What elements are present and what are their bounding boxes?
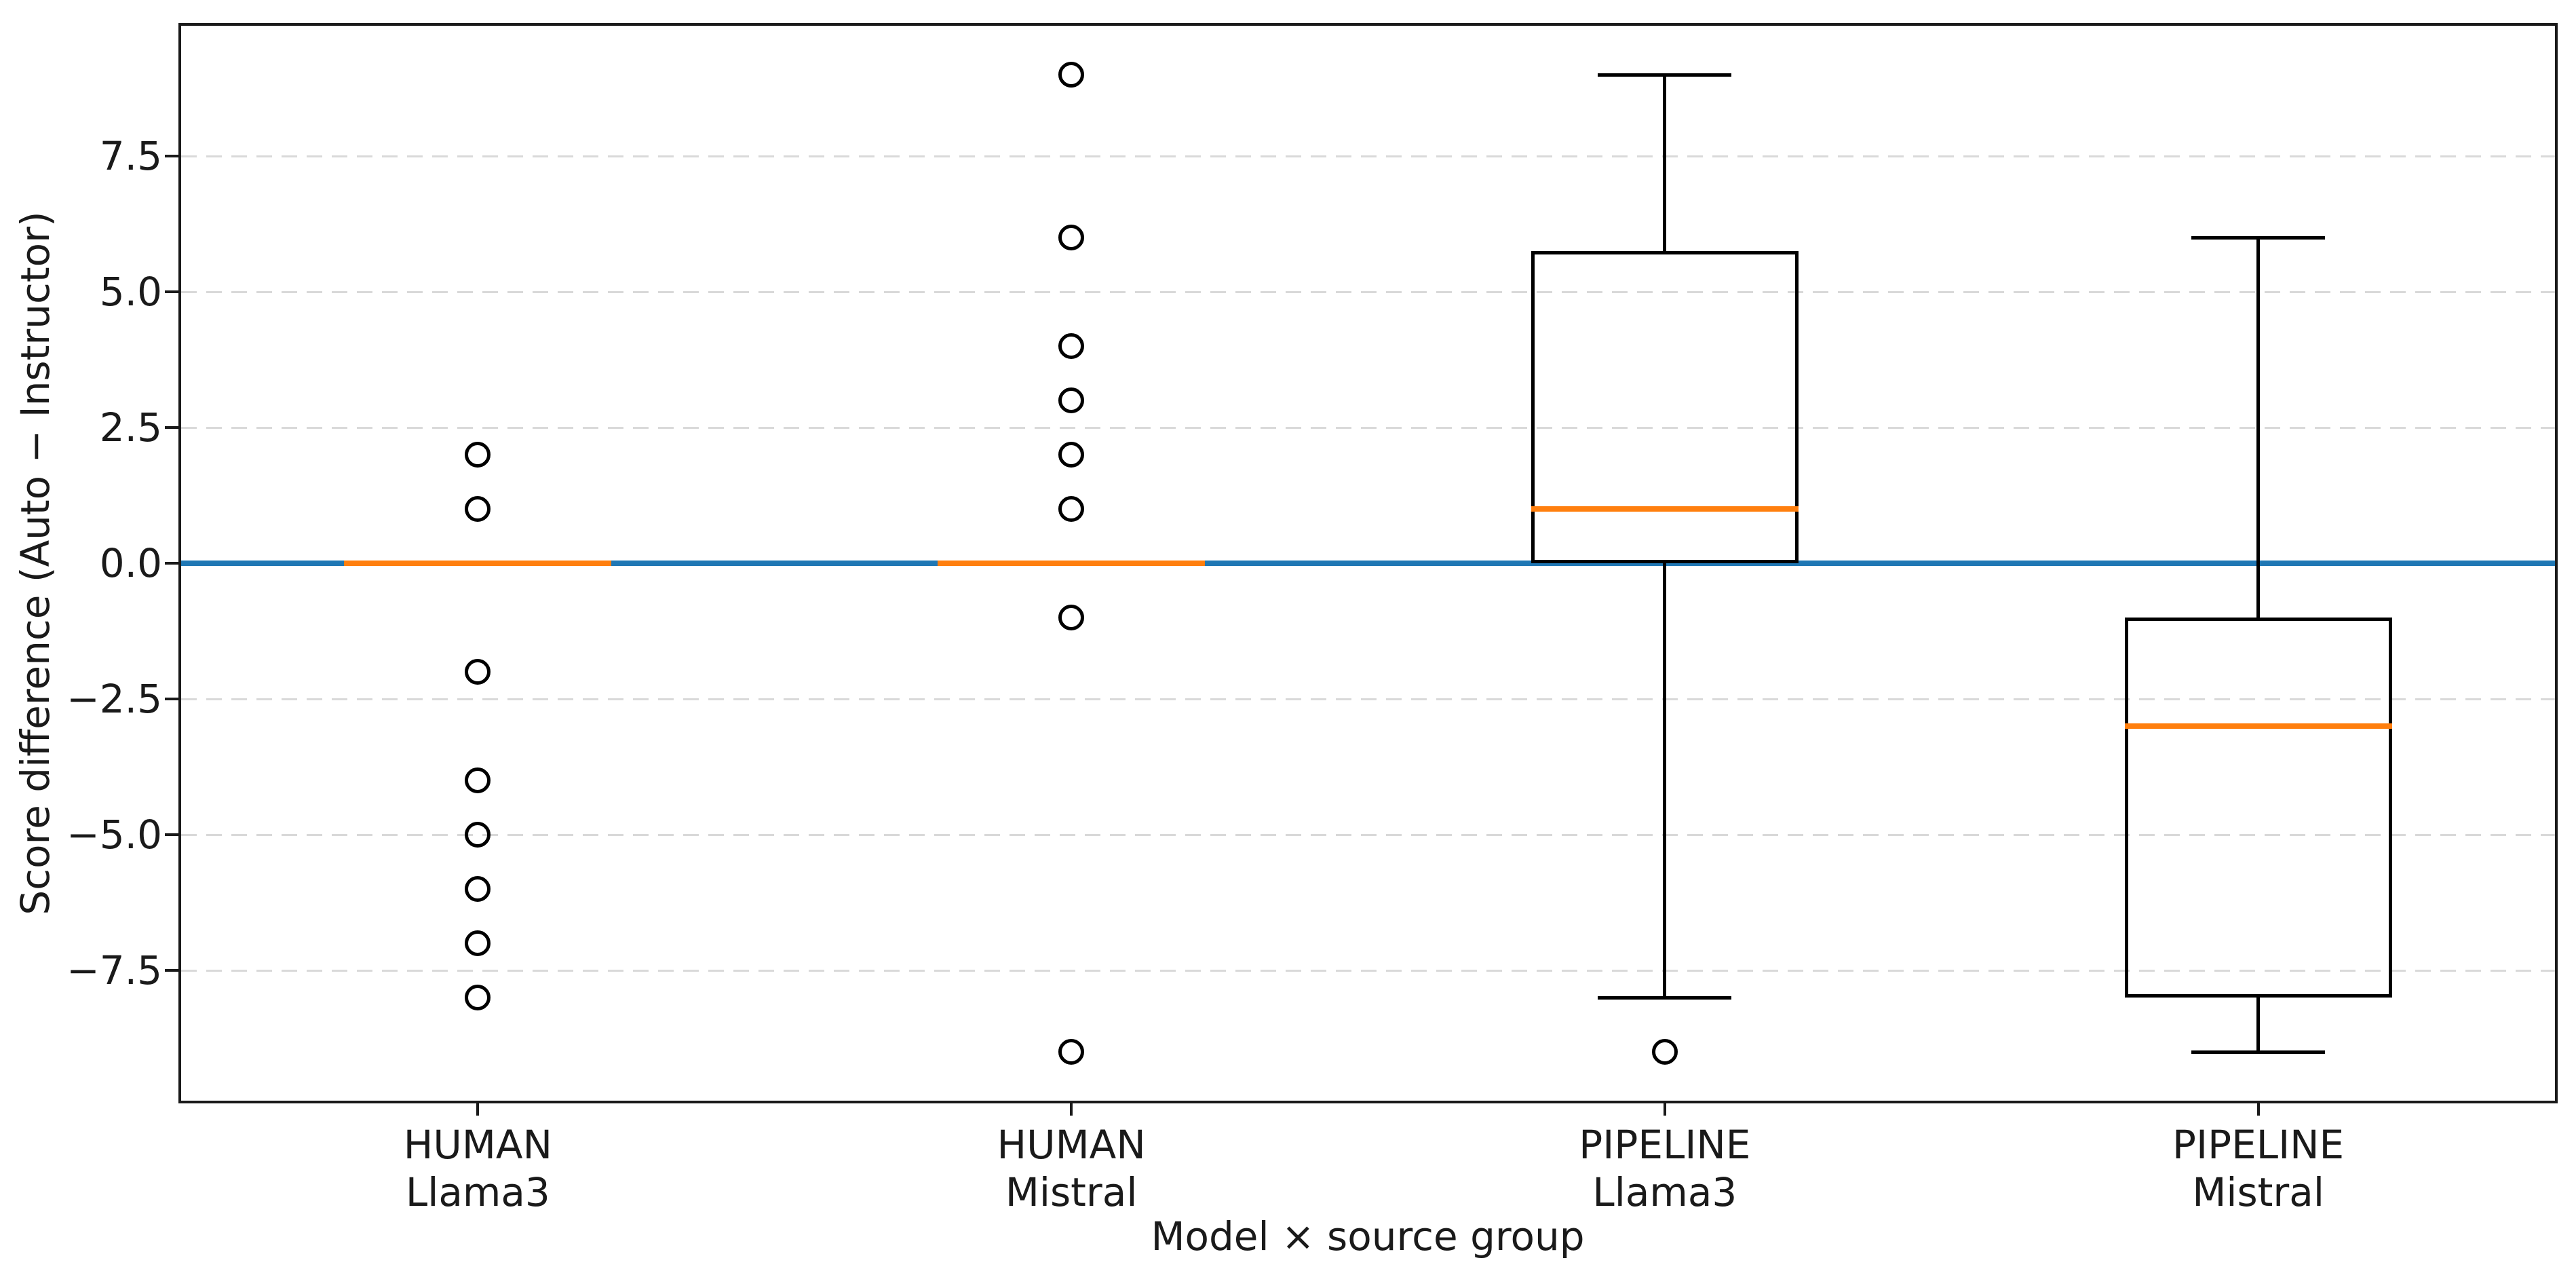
y-tick-label: −5.0 (66, 812, 162, 858)
y-tick-label: 2.5 (99, 404, 162, 451)
median-line-pipeline-llama3 (1531, 506, 1799, 512)
y-gridline (181, 155, 2555, 157)
y-tick (165, 698, 178, 700)
x-tick-label-line: PIPELINE (1579, 1122, 1751, 1168)
flier-point (465, 767, 491, 793)
y-gridline (181, 969, 2555, 972)
y-tick (165, 290, 178, 293)
x-axis-label: Model × source group (1151, 1213, 1585, 1259)
flier-point (1058, 62, 1085, 88)
box-pipeline-mistral (2124, 618, 2392, 998)
whisker-cap-lower (1598, 995, 1732, 1000)
whisker-upper (1663, 75, 1667, 251)
x-tick-label-line: HUMAN (997, 1122, 1146, 1168)
whisker-upper (2256, 238, 2261, 618)
whisker-cap-lower (2191, 1050, 2326, 1054)
y-gridline (181, 426, 2555, 429)
x-tick-label-pipeline-llama3: PIPELINE Llama3 (1475, 1121, 1855, 1216)
flier-point (1058, 387, 1085, 413)
x-tick-label-line: Mistral (1005, 1169, 1138, 1215)
x-tick-label-pipeline-mistral: PIPELINE Mistral (2069, 1121, 2448, 1216)
whisker-cap-upper (1598, 73, 1732, 77)
flier-point (1058, 225, 1085, 250)
flier-point (465, 822, 491, 848)
y-tick-label: 5.0 (99, 269, 162, 315)
y-gridline (181, 698, 2555, 700)
flier-point (465, 930, 491, 956)
flier-point (1058, 605, 1085, 630)
x-tick (476, 1103, 480, 1116)
flier-point (1058, 1039, 1085, 1065)
flier-point (1058, 442, 1085, 468)
x-tick-label-line: PIPELINE (2172, 1122, 2345, 1168)
y-axis-label: Score difference (Auto − Instructor) (12, 211, 58, 915)
x-tick (1663, 1103, 1666, 1116)
y-tick (165, 833, 178, 836)
whisker-lower (2256, 998, 2261, 1052)
plot-area (165, 23, 2558, 1116)
y-tick (165, 562, 178, 565)
box-pipeline-llama3 (1531, 251, 1799, 563)
whisker-cap-upper (2191, 235, 2326, 240)
x-tick-label-line: Llama3 (405, 1169, 550, 1215)
y-tick-label: −2.5 (66, 676, 162, 722)
x-tick-label-human-mistral: HUMAN Mistral (881, 1121, 1261, 1216)
y-gridline (181, 290, 2555, 293)
y-tick (165, 155, 178, 157)
y-gridline (181, 833, 2555, 836)
whisker-lower (1663, 563, 1667, 998)
y-tick-label: 7.5 (99, 133, 162, 179)
x-tick-label-human-llama3: HUMAN Llama3 (288, 1121, 668, 1216)
y-tick (165, 426, 178, 429)
flier-point (1058, 333, 1085, 359)
flier-point (465, 985, 491, 1010)
y-tick (165, 969, 178, 972)
zero-reference-line (181, 561, 2555, 566)
flier-point (465, 496, 491, 522)
flier-point (1058, 496, 1085, 522)
median-line-human-llama3 (344, 561, 612, 566)
x-tick (2256, 1103, 2260, 1116)
x-tick-label-line: HUMAN (403, 1122, 552, 1168)
y-tick-label: −7.5 (66, 947, 162, 993)
flier-point (1651, 1039, 1678, 1065)
x-tick (1070, 1103, 1073, 1116)
flier-point (465, 876, 491, 902)
y-tick-label: 0.0 (99, 540, 162, 586)
flier-point (465, 659, 491, 685)
x-tick-label-line: Llama3 (1592, 1169, 1737, 1215)
median-line-pipeline-mistral (2124, 723, 2392, 729)
x-tick-label-line: Mistral (2192, 1169, 2324, 1215)
median-line-human-mistral (938, 561, 1206, 566)
flier-point (465, 442, 491, 468)
